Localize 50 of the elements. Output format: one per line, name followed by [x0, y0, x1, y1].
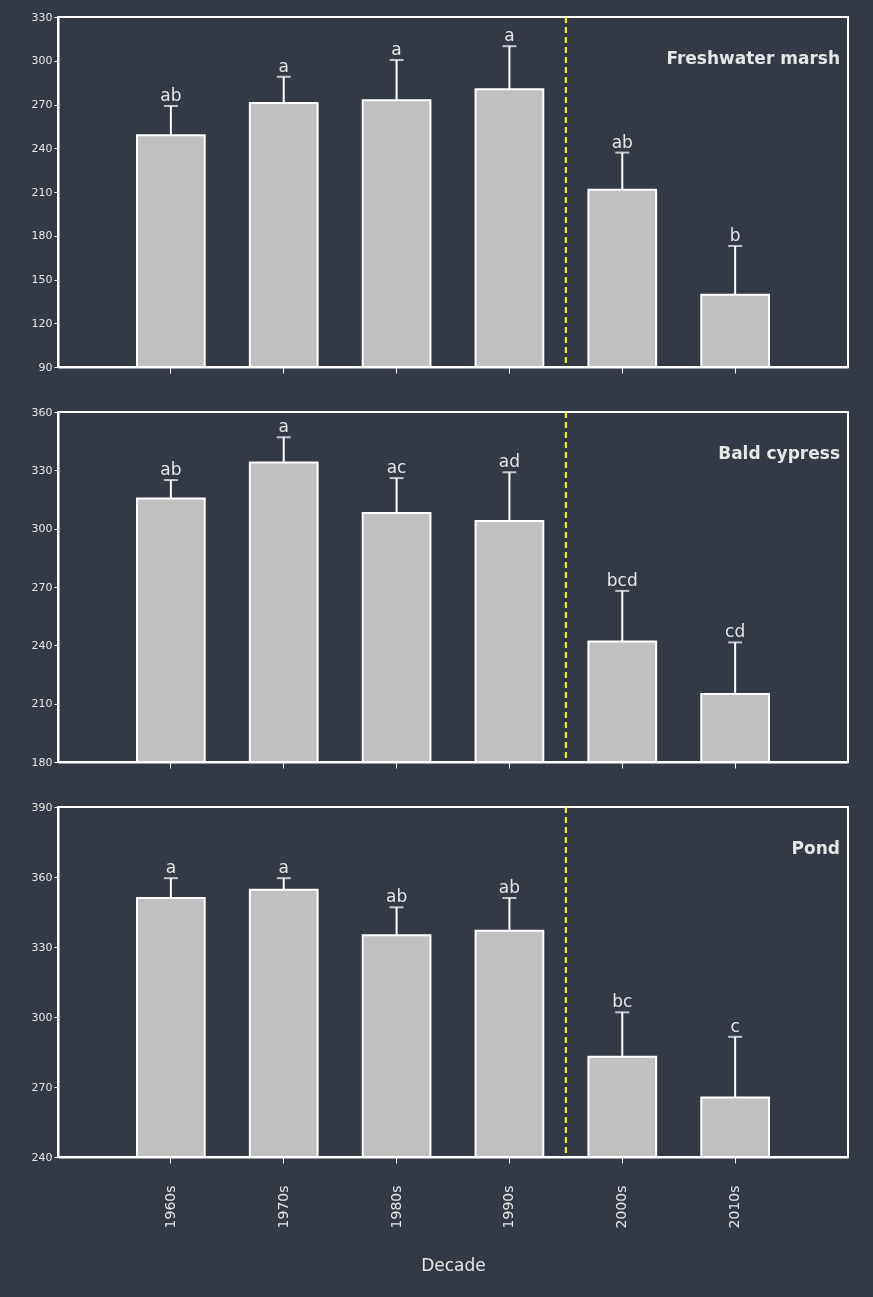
y-tick-label: 240 [31, 141, 53, 155]
y-tick-label: 240 [31, 1150, 53, 1164]
y-tick-label: 180 [31, 229, 53, 243]
annotation: c [730, 1015, 740, 1036]
y-tick-label: 120 [31, 316, 53, 330]
annotation: a [165, 857, 177, 878]
y-tick-label: 390 [31, 800, 53, 814]
y-tick-label: 360 [31, 870, 53, 884]
y-tick-label: 330 [31, 463, 53, 477]
text: Bald cypress [718, 443, 840, 463]
annotation: a [391, 39, 402, 60]
y-tick-label: 330 [31, 10, 53, 24]
annotation: b [729, 224, 741, 245]
annotation: a [504, 25, 515, 46]
y-tick-label: 210 [31, 185, 53, 199]
y-tick-label: 240 [31, 638, 53, 652]
annotation: ab [160, 459, 182, 480]
y-tick-label: 270 [31, 580, 53, 594]
x-tick-label: 1990s [500, 1185, 517, 1229]
text: Freshwater marsh [666, 48, 840, 68]
annotation: a [278, 55, 289, 76]
annotation: bcd [606, 569, 638, 590]
annotation: a [278, 857, 289, 878]
y-tick-label: 300 [31, 1010, 53, 1024]
y-tick-label: 300 [31, 522, 53, 536]
annotation: bc [612, 991, 633, 1012]
x-tick-label: 2000s [613, 1185, 630, 1229]
annotation: ab [498, 877, 521, 897]
y-tick-label: 180 [31, 755, 53, 769]
annotation: ab [611, 131, 633, 152]
y-tick-label: 300 [31, 54, 53, 68]
text: Pond [791, 838, 840, 858]
annotation: ab [160, 84, 182, 105]
y-tick-label: 270 [31, 1080, 53, 1094]
annotation: a [278, 416, 289, 437]
annotation: ac [386, 457, 407, 478]
annotation: cd [725, 621, 746, 642]
x-tick-label: 2010s [726, 1185, 743, 1229]
annotation: ab [385, 886, 408, 907]
x-axis-title: Decade [421, 1255, 486, 1276]
y-tick-label: 210 [31, 697, 53, 711]
y-tick-label: 150 [31, 273, 53, 286]
y-tick-label: 330 [31, 940, 53, 954]
x-tick-label: 1980s [387, 1185, 404, 1229]
y-tick-label: 90 [38, 360, 53, 374]
y-tick-label: 360 [31, 405, 53, 419]
x-tick-label: 1960s [161, 1185, 178, 1229]
y-tick-label: 270 [31, 98, 53, 111]
x-tick-label: 1970s [274, 1185, 291, 1229]
annotation: ad [498, 451, 521, 472]
